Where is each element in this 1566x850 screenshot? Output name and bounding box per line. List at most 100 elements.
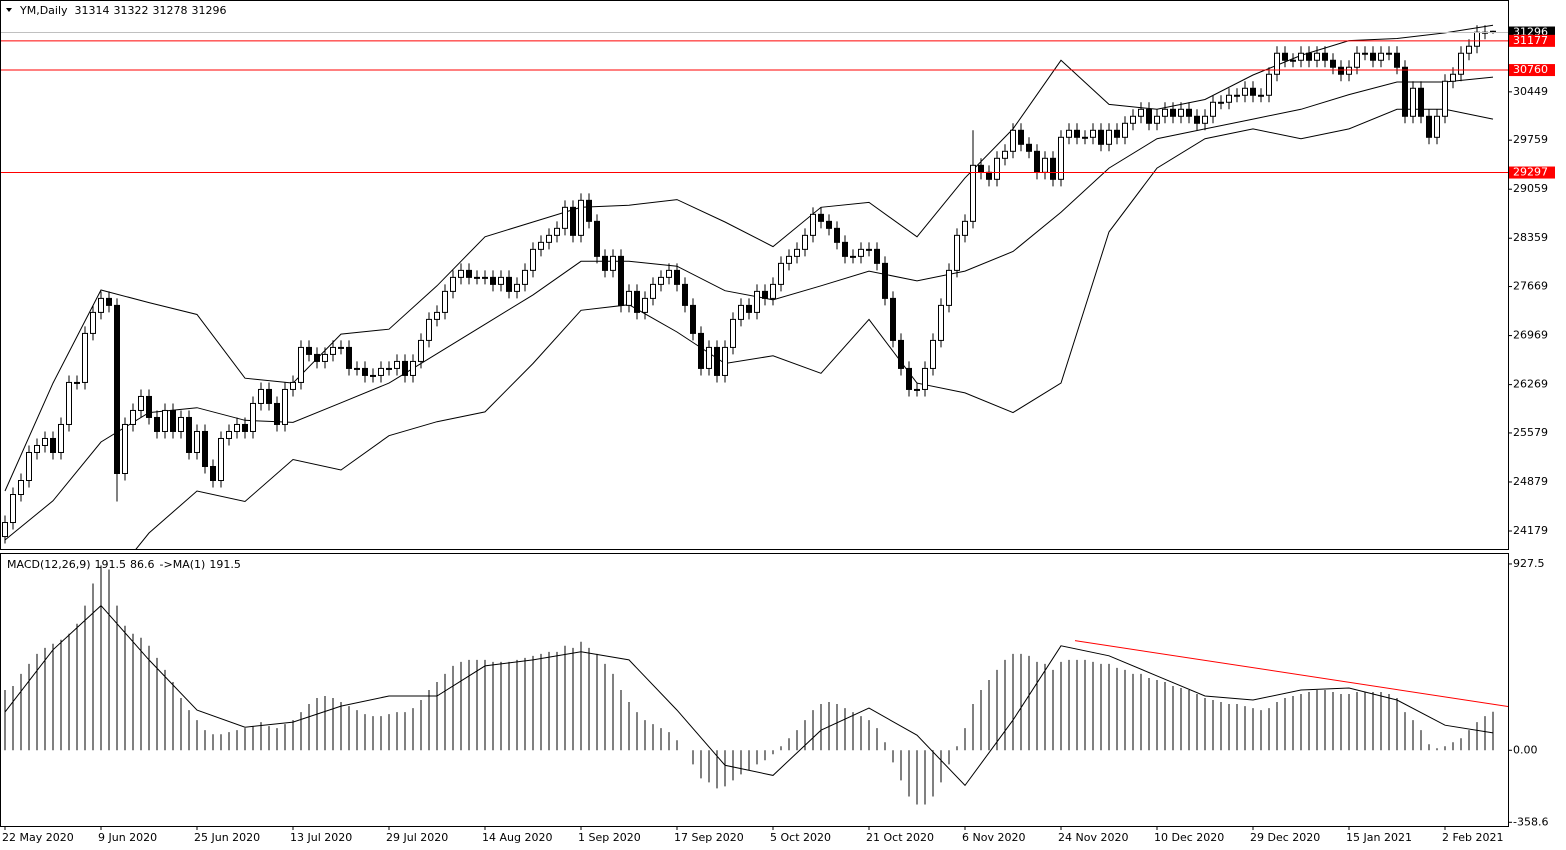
candle-body <box>26 451 32 482</box>
x-tick-label: 1 Sep 2020 <box>578 831 641 844</box>
candle-body <box>834 227 840 243</box>
candle-body <box>306 346 312 355</box>
candle-body <box>842 241 848 257</box>
candle-body <box>194 430 200 453</box>
candle-body <box>1018 129 1024 145</box>
candle-body <box>10 494 16 524</box>
candle-body <box>1274 52 1280 75</box>
candle-body <box>338 346 344 349</box>
candle-body <box>1466 45 1472 54</box>
ma-name: ->MA(1) <box>160 558 206 571</box>
candle-body <box>1250 87 1256 96</box>
candle-body <box>1194 115 1200 124</box>
candle-body <box>858 248 864 257</box>
candle-body <box>794 248 800 257</box>
candle-body <box>1034 150 1040 173</box>
signal-value: 86.6 <box>130 558 155 571</box>
candle-body <box>754 290 760 313</box>
candle-body <box>82 332 88 383</box>
candle-body <box>450 276 456 292</box>
low-value: 31278 <box>153 4 188 17</box>
y-tick-label: 26969 <box>1513 329 1548 342</box>
close-value: 31296 <box>192 4 227 17</box>
candle-body <box>898 339 904 369</box>
x-tick-label: 2 Feb 2021 <box>1442 831 1503 844</box>
y-tick-label: 26269 <box>1513 378 1548 391</box>
candle-body <box>1210 101 1216 117</box>
candle-body <box>994 157 1000 180</box>
x-tick-label: 29 Dec 2020 <box>1250 831 1320 844</box>
candle-body <box>1354 52 1360 68</box>
candle-body <box>490 276 496 285</box>
bollinger-upper <box>4 24 1494 492</box>
candle-body <box>562 206 568 229</box>
candle-body <box>506 276 512 292</box>
candle-body <box>746 304 752 313</box>
x-tick-label: 13 Jul 2020 <box>290 831 352 844</box>
candle-body <box>386 367 392 370</box>
candle-body <box>722 346 728 376</box>
candle-body <box>98 297 104 313</box>
candle-body <box>1082 136 1088 139</box>
candle-body <box>1178 108 1184 117</box>
candle-body <box>634 290 640 313</box>
x-tick-label: 9 Jun 2020 <box>98 831 157 844</box>
x-tick-label: 15 Jan 2021 <box>1346 831 1412 844</box>
candle-body <box>34 444 40 453</box>
candle-body <box>1002 150 1008 159</box>
candle-body <box>778 262 784 285</box>
candle-body <box>186 416 192 453</box>
candle-body <box>890 297 896 341</box>
candle-body <box>1234 94 1240 97</box>
candle-body <box>1458 52 1464 75</box>
candle-body <box>1426 115 1432 138</box>
candle-body <box>762 290 768 299</box>
candle-body <box>538 241 544 250</box>
signal-line <box>4 604 1494 787</box>
menu-arrow[interactable] <box>6 8 12 12</box>
x-tick-label: 17 Sep 2020 <box>674 831 744 844</box>
candle-body <box>818 213 824 222</box>
y-tick-label: 0.00 <box>1513 743 1538 756</box>
candle-body <box>530 248 536 271</box>
candle-body <box>434 311 440 320</box>
candle-body <box>130 409 136 425</box>
candle-body <box>90 311 96 334</box>
candle-body <box>362 367 368 376</box>
candle-body <box>274 402 280 425</box>
y-tick-label: 24879 <box>1513 475 1548 488</box>
y-tick-label: 24179 <box>1513 524 1548 537</box>
candle-body <box>1322 52 1328 61</box>
ma-value: 191.5 <box>209 558 241 571</box>
candle-body <box>258 388 264 404</box>
price-panel <box>0 0 1509 550</box>
x-tick-label: 14 Aug 2020 <box>482 831 552 844</box>
macd-value: 191.5 <box>95 558 127 571</box>
candle-body <box>706 346 712 369</box>
candle-body <box>1378 52 1384 61</box>
bollinger-lower <box>135 108 1494 549</box>
candle-body <box>146 395 152 418</box>
candle-body <box>1106 129 1112 145</box>
candle-body <box>618 255 624 306</box>
candle-body <box>1266 73 1272 96</box>
candle-body <box>1314 52 1320 61</box>
candle-body <box>1098 129 1104 145</box>
candle-body <box>1202 115 1208 124</box>
candle-body <box>1122 122 1128 138</box>
candle-body <box>970 164 976 222</box>
candle-body <box>1138 108 1144 117</box>
candle-body <box>1418 87 1424 117</box>
candle-body <box>170 409 176 432</box>
candle-body <box>514 283 520 292</box>
candle-body <box>642 297 648 313</box>
candle-body <box>210 465 216 482</box>
candle-body <box>106 297 112 306</box>
candle-body <box>162 409 168 432</box>
candle-body <box>1474 31 1480 47</box>
x-tick-label: 29 Jul 2020 <box>386 831 448 844</box>
plot-area <box>1 24 1508 549</box>
candle-body <box>322 353 328 362</box>
